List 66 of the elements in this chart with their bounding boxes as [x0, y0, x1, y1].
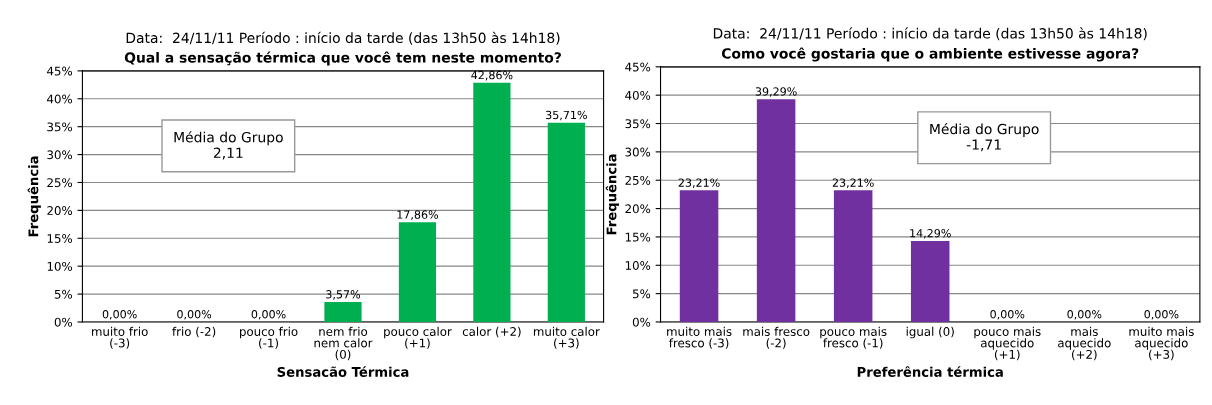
x-tick-label: mais aquecido (+2): [1058, 326, 1111, 361]
bar: [833, 190, 873, 322]
y-tick-label: 5%: [633, 289, 651, 299]
bar: [473, 82, 511, 322]
x-axis-title: Sensacão Térmica: [277, 366, 409, 377]
x-tick-label: muito mais fresco (-3): [667, 326, 732, 349]
x-tick-label: igual (0): [906, 326, 954, 339]
data-label: 0,00%: [102, 310, 137, 320]
x-tick-label: pouco calor (+1): [384, 326, 452, 349]
bar: [910, 240, 950, 322]
chart-title: Como você gostaria que o ambiente estivesse agora?: [721, 47, 1139, 62]
data-label: 35,71%: [546, 110, 587, 121]
bar: [547, 122, 585, 322]
y-tick-label: 30%: [47, 150, 73, 160]
y-tick-label: 15%: [47, 234, 73, 243]
x-tick-label: nem frio nem calor (0): [314, 326, 373, 361]
y-tick-label: 10%: [47, 261, 73, 271]
chart-subtitle: Data: 24/11/11 Período : início da tarde (das 13h50 às 14h18): [126, 31, 560, 45]
y-tick-label: 35%: [625, 119, 651, 129]
y-tick-label: 0%: [632, 317, 651, 327]
y-tick-label: 20%: [47, 206, 73, 216]
y-tick-label: 30%: [625, 147, 651, 157]
x-tick-label: pouco mais aquecido (+1): [974, 326, 1041, 361]
x-tick-label: muito mais aquecido (+3): [1129, 326, 1194, 361]
annotation: Média do Grupo -1,71: [930, 122, 1039, 152]
annotation: Média do Grupo 2,11: [174, 131, 283, 160]
data-label: 3,57%: [326, 290, 361, 300]
x-axis-title: Preferência térmica: [857, 366, 1003, 377]
y-tick-label: 25%: [47, 178, 73, 188]
x-tick-label: pouco mais fresco (-1): [820, 326, 887, 349]
x-tick-label: frio (-2): [172, 326, 216, 338]
chart-title: Qual a sensação térmica que você tem neste momento?: [124, 51, 561, 66]
y-tick-label: 10%: [625, 261, 651, 270]
data-label: 0,00%: [990, 310, 1025, 320]
bar: [398, 222, 437, 322]
x-tick-label: muito calor (+3): [533, 326, 600, 349]
data-label: 0,00%: [1144, 310, 1179, 320]
x-tick-label: mais fresco (-2): [743, 326, 810, 349]
bar: [756, 99, 796, 322]
data-label: 17,86%: [397, 210, 439, 220]
bar: [324, 302, 362, 322]
data-label: 0,00%: [177, 310, 212, 320]
y-axis-title: Frequência: [27, 156, 41, 237]
x-tick-label: muito frio (-3): [92, 326, 148, 349]
y-tick-label: 15%: [625, 232, 651, 242]
data-label: 0,00%: [1067, 310, 1102, 320]
data-label: 42,86%: [471, 70, 513, 81]
y-tick-label: 40%: [625, 90, 651, 100]
data-label: 23,21%: [832, 178, 874, 188]
x-tick-label: calor (+2): [462, 326, 521, 338]
y-tick-label: 25%: [625, 175, 651, 185]
data-label: 23,21%: [678, 178, 720, 188]
y-tick-label: 20%: [625, 204, 651, 214]
y-tick-label: 45%: [625, 62, 651, 72]
y-tick-label: 0%: [54, 317, 73, 327]
data-label: 0,00%: [251, 310, 286, 320]
y-tick-label: 35%: [47, 122, 73, 132]
bar: [679, 190, 719, 322]
y-axis-title: Frequência: [605, 154, 620, 235]
y-tick-label: 40%: [47, 94, 73, 104]
y-tick-label: 45%: [47, 66, 73, 76]
data-label: 14,29%: [910, 229, 951, 239]
chart-subtitle: Data: 24/11/11 Período : início da tarde (das 13h50 às 14h18): [713, 27, 1147, 41]
data-label: 39,29%: [755, 87, 797, 97]
x-tick-label: pouco frio (-1): [240, 326, 298, 349]
y-tick-label: 5%: [54, 289, 73, 299]
